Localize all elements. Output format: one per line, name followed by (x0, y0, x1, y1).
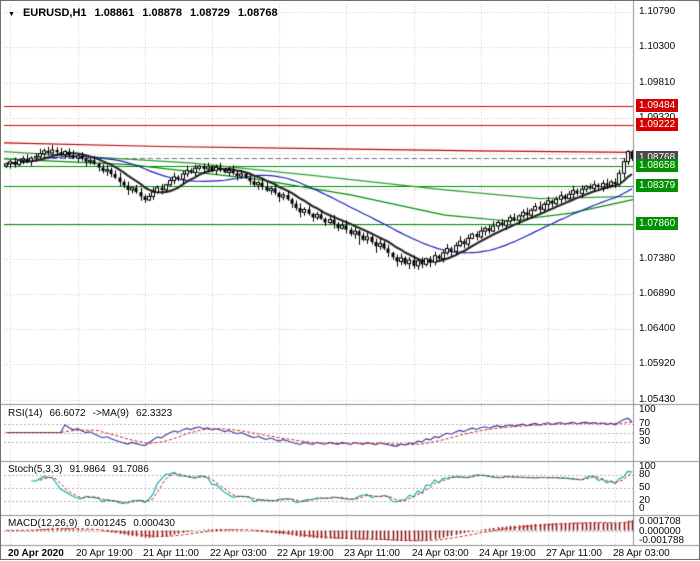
price-tick-label: 1.07380 (639, 252, 676, 264)
price-tick-label: 1.06890 (639, 288, 676, 300)
rsi-value: 66.6072 (49, 408, 86, 419)
price-badge: 1.09484 (636, 99, 679, 113)
rsi-axis-label: 70 (639, 417, 651, 429)
rsi-indicator-label: RSI(14) 66.6072 ->MA(9) 62.3323 (8, 408, 172, 419)
stoch-axis-label: 80 (639, 469, 651, 481)
ohlc-header: ▼ EURUSD,H1 1.08861 1.08878 1.08729 1.08… (8, 7, 278, 19)
main-chart-area[interactable] (4, 4, 633, 404)
price-tick-label: 1.09810 (639, 76, 676, 88)
symbol-dropdown-icon[interactable]: ▼ (8, 11, 15, 18)
macd-axis-label: -0.001788 (639, 535, 685, 547)
time-label: 28 Apr 03:00 (613, 548, 670, 559)
stoch-axis-label: 100 (639, 461, 656, 472)
stoch-axis-label: 50 (639, 482, 651, 493)
stoch-axis-label: 0 (639, 503, 645, 514)
stoch-name: Stoch(5,3,3) (8, 464, 63, 475)
high-value: 1.08878 (142, 7, 183, 19)
stoch-axis-label: 20 (639, 494, 651, 506)
macd-axis-label: 0.000000 (639, 525, 681, 537)
rsi-axis-label: 30 (639, 435, 651, 447)
price-tick-label: 1.06400 (639, 323, 676, 335)
rsi-name: RSI(14) (8, 408, 43, 419)
price-badge: 1.08658 (636, 159, 679, 173)
macd-axis-label: 0.001708 (639, 516, 681, 528)
time-label: 20 Apr 2020 (8, 548, 64, 559)
time-label: 22 Apr 19:00 (277, 548, 334, 559)
rsi-axis-label: 50 (639, 426, 651, 438)
rsi-ma-name: ->MA(9) (92, 408, 130, 419)
price-tick-label: 1.05430 (639, 393, 676, 405)
macd-value: 0.001245 (84, 518, 127, 529)
price-badge: 1.09222 (636, 118, 679, 132)
time-label: 24 Apr 03:00 (412, 548, 469, 559)
macd-name: MACD(12,26,9) (8, 518, 78, 529)
macd-indicator-label: MACD(12,26,9) 0.001245 0.000430 (8, 518, 175, 529)
time-label: 21 Apr 11:00 (143, 548, 199, 559)
rsi-axis-label: 100 (639, 404, 656, 415)
time-label: 24 Apr 19:00 (479, 548, 536, 559)
symbol-period-label: EURUSD,H1 (22, 7, 87, 19)
low-value: 1.08729 (190, 7, 230, 19)
open-value: 1.08861 (94, 7, 135, 19)
price-badge: 1.08379 (636, 179, 679, 193)
rsi-ma-value: 62.3323 (136, 408, 173, 419)
macd-signal-value: 0.000430 (133, 518, 175, 529)
price-tick-label: 1.10300 (639, 41, 676, 53)
stoch-signal-value: 91.7086 (112, 464, 149, 475)
price-tick-label: 1.05920 (639, 358, 676, 370)
time-label: 23 Apr 11:00 (344, 548, 400, 559)
stoch-indicator-label: Stoch(5,3,3) 91.9864 91.7086 (8, 464, 149, 475)
time-label: 20 Apr 19:00 (76, 548, 133, 559)
stoch-value: 91.9864 (69, 464, 106, 475)
price-tick-label: 1.10790 (639, 5, 676, 17)
close-value: 1.08768 (237, 7, 278, 19)
price-badge: 1.07860 (636, 216, 679, 230)
time-label: 27 Apr 11:00 (546, 548, 602, 559)
price-tick-label: 1.09320 (639, 112, 675, 123)
time-label: 22 Apr 03:00 (210, 548, 267, 559)
